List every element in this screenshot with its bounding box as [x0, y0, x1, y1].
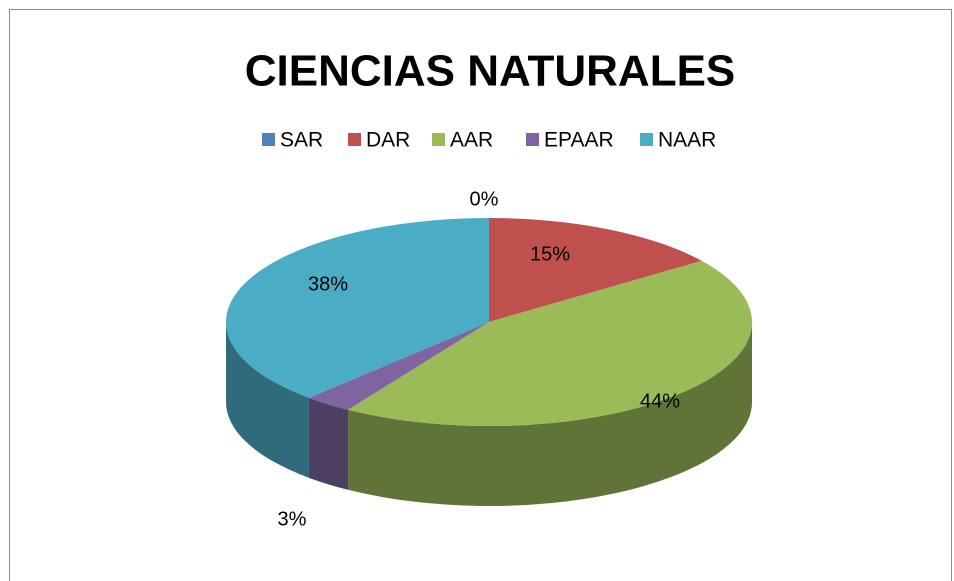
slice: [348, 260, 752, 426]
pie-tops: [226, 218, 752, 426]
legend-label: EPAAR: [544, 129, 614, 152]
legend-swatch: [640, 133, 653, 146]
legend-swatch: [526, 133, 539, 146]
legend: SAR DAR AAR EPAAR NAAR: [262, 129, 716, 152]
slice: [489, 218, 702, 322]
legend-swatch: [432, 133, 445, 146]
value-labels: 0% 15% 44% 3% 38%: [278, 188, 681, 530]
pie-sides: [226, 322, 752, 506]
slice: [226, 218, 489, 398]
legend-swatch: [348, 133, 361, 146]
legend-label: DAR: [366, 129, 410, 152]
legend-swatch: [262, 133, 275, 146]
legend-label: NAAR: [658, 129, 716, 152]
slice: [308, 322, 489, 410]
chart-frame: [9, 9, 952, 581]
legend-label: AAR: [450, 129, 493, 152]
value-label: 38%: [308, 273, 348, 295]
value-label: 0%: [470, 188, 499, 210]
slice-side: [348, 322, 752, 506]
slice-side: [308, 397, 349, 490]
chart-title: CIENCIAS NATURALES: [245, 47, 736, 96]
value-label: 3%: [278, 508, 307, 530]
slice-side: [226, 322, 309, 478]
value-label: 44%: [640, 390, 680, 412]
legend-label: SAR: [280, 129, 323, 152]
value-label: 15%: [530, 243, 570, 265]
